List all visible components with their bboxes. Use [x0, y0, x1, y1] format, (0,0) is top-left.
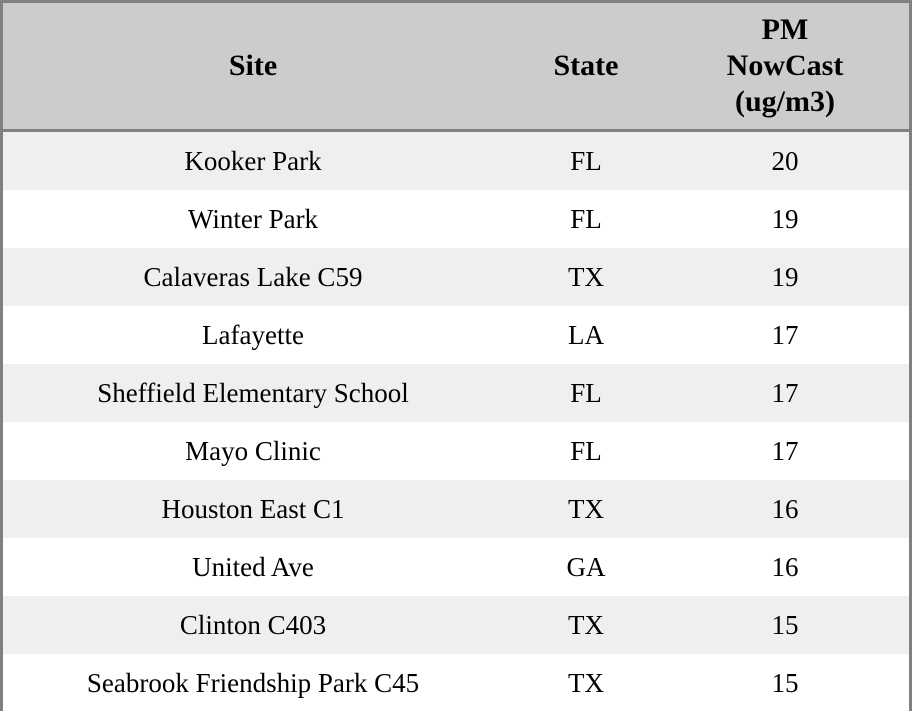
cell-value: 17	[669, 422, 909, 480]
table-header-row: Site State PM NowCast (ug/m3)	[3, 3, 909, 131]
cell-state: FL	[503, 364, 669, 422]
column-header-site[interactable]: Site	[3, 3, 503, 131]
cell-site: Winter Park	[3, 190, 503, 248]
cell-value: 20	[669, 131, 909, 191]
table-header: Site State PM NowCast (ug/m3)	[3, 3, 909, 131]
cell-site: Clinton C403	[3, 596, 503, 654]
column-header-site-label: Site	[3, 48, 503, 84]
cell-state: TX	[503, 248, 669, 306]
column-header-pm-nowcast[interactable]: PM NowCast (ug/m3)	[669, 3, 909, 131]
cell-site: Mayo Clinic	[3, 422, 503, 480]
cell-value: 16	[669, 538, 909, 596]
cell-state: TX	[503, 480, 669, 538]
column-header-state[interactable]: State	[503, 3, 669, 131]
cell-state: TX	[503, 596, 669, 654]
cell-site: Calaveras Lake C59	[3, 248, 503, 306]
cell-state: GA	[503, 538, 669, 596]
cell-state: FL	[503, 131, 669, 191]
column-header-pm-nowcast-label: PM NowCast (ug/m3)	[669, 12, 901, 120]
cell-state: TX	[503, 654, 669, 712]
cell-state: FL	[503, 190, 669, 248]
cell-state: LA	[503, 306, 669, 364]
cell-site: Houston East C1	[3, 480, 503, 538]
pm-nowcast-table: Site State PM NowCast (ug/m3) Kooker Par…	[3, 3, 909, 712]
cell-site: United Ave	[3, 538, 503, 596]
cell-value: 15	[669, 596, 909, 654]
column-header-state-label: State	[503, 48, 669, 84]
cell-value: 19	[669, 190, 909, 248]
cell-site: Kooker Park	[3, 131, 503, 191]
cell-site: Sheffield Elementary School	[3, 364, 503, 422]
cell-value: 17	[669, 364, 909, 422]
cell-value: 15	[669, 654, 909, 712]
cell-site: Seabrook Friendship Park C45	[3, 654, 503, 712]
cell-site: Lafayette	[3, 306, 503, 364]
cell-value: 19	[669, 248, 909, 306]
cell-value: 17	[669, 306, 909, 364]
cell-value: 16	[669, 480, 909, 538]
cell-state: FL	[503, 422, 669, 480]
